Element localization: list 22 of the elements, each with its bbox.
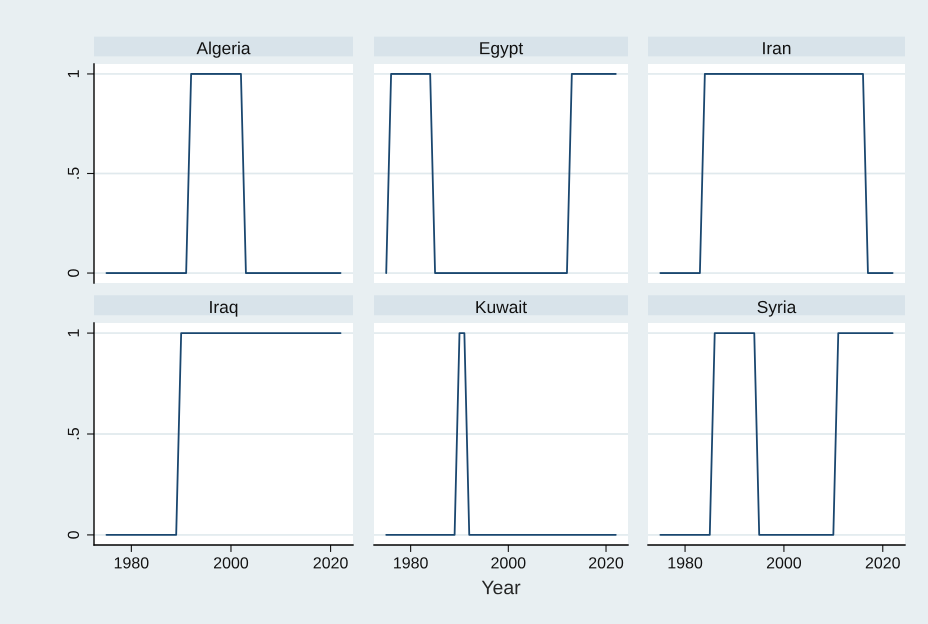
- x-tick-label: 2000: [214, 557, 248, 569]
- y-tick-label: .5: [68, 168, 80, 179]
- y-tick-label: 1: [68, 70, 79, 78]
- chart-title: Iran: [763, 42, 790, 54]
- y-tick-label: 0: [68, 269, 80, 277]
- x-tick-label: 1980: [668, 557, 702, 569]
- x-tick-label: 1980: [394, 557, 428, 569]
- x-tick-label: 2020: [866, 557, 900, 569]
- y-tick-label: 1: [68, 329, 79, 336]
- x-tick-label: 2020: [589, 557, 624, 569]
- chart-title: Iraq: [210, 301, 238, 317]
- x-tick-label: 2020: [314, 557, 348, 569]
- chart-title: Syria: [758, 300, 796, 317]
- x-tick-label: 1980: [114, 557, 148, 569]
- chart-title: Algeria: [196, 42, 251, 58]
- y-tick-label: 0: [68, 531, 80, 539]
- x-axis-title: Year: [482, 580, 520, 594]
- y-tick-label: .5: [68, 428, 80, 440]
- x-tick-label: 2000: [766, 557, 802, 569]
- x-tick-label: 2000: [491, 557, 526, 569]
- chart-title: Kuwait: [476, 300, 527, 314]
- chart-title: Egypt: [480, 42, 524, 58]
